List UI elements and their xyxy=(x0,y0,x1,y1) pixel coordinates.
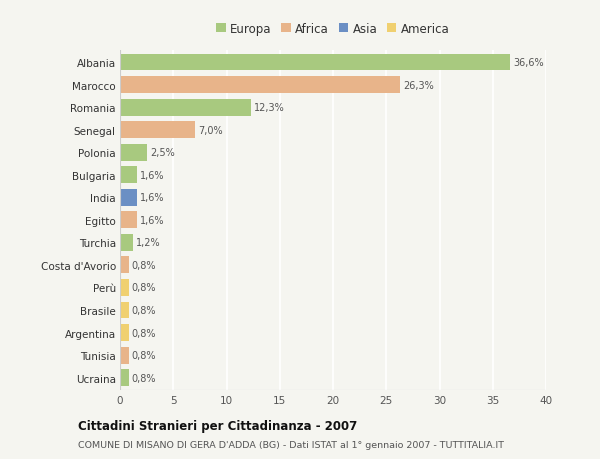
Text: 1,6%: 1,6% xyxy=(140,215,165,225)
Text: 2,5%: 2,5% xyxy=(150,148,175,158)
Text: 0,8%: 0,8% xyxy=(132,283,156,293)
Text: 12,3%: 12,3% xyxy=(254,103,285,113)
Bar xyxy=(120,347,128,364)
Bar xyxy=(120,325,128,341)
Text: 1,2%: 1,2% xyxy=(136,238,161,248)
Bar xyxy=(120,280,128,296)
Bar xyxy=(120,145,146,161)
Text: 0,8%: 0,8% xyxy=(132,328,156,338)
Text: 0,8%: 0,8% xyxy=(132,350,156,360)
Bar xyxy=(120,55,510,71)
Text: 1,6%: 1,6% xyxy=(140,193,165,203)
Bar xyxy=(120,369,128,386)
Bar xyxy=(120,212,137,229)
Bar xyxy=(120,257,128,274)
Text: Cittadini Stranieri per Cittadinanza - 2007: Cittadini Stranieri per Cittadinanza - 2… xyxy=(78,420,357,432)
Text: 7,0%: 7,0% xyxy=(198,125,223,135)
Text: 0,8%: 0,8% xyxy=(132,373,156,383)
Bar xyxy=(120,235,133,251)
Bar xyxy=(120,100,251,116)
Text: 26,3%: 26,3% xyxy=(403,80,434,90)
Bar xyxy=(120,302,128,319)
Bar xyxy=(120,122,194,139)
Text: 0,8%: 0,8% xyxy=(132,305,156,315)
Text: 0,8%: 0,8% xyxy=(132,260,156,270)
Text: 36,6%: 36,6% xyxy=(513,58,544,68)
Legend: Europa, Africa, Asia, America: Europa, Africa, Asia, America xyxy=(212,19,454,39)
Bar xyxy=(120,77,400,94)
Text: COMUNE DI MISANO DI GERA D'ADDA (BG) - Dati ISTAT al 1° gennaio 2007 - TUTTITALI: COMUNE DI MISANO DI GERA D'ADDA (BG) - D… xyxy=(78,440,504,449)
Bar xyxy=(120,190,137,206)
Bar xyxy=(120,167,137,184)
Text: 1,6%: 1,6% xyxy=(140,170,165,180)
